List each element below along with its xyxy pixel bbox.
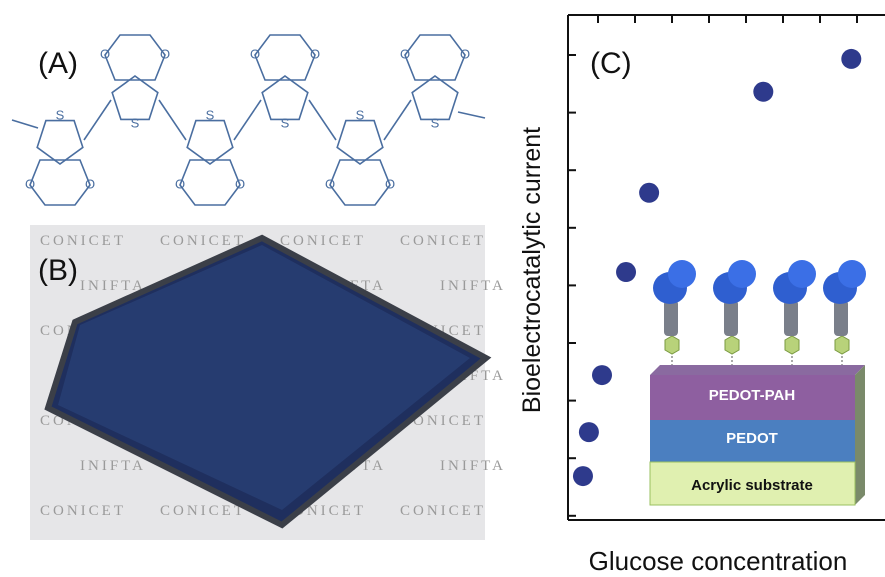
bond — [384, 100, 411, 140]
enzyme — [668, 260, 696, 288]
atom-label: O — [100, 46, 110, 61]
anchor — [665, 336, 679, 354]
panel-a-label: (A) — [38, 47, 78, 80]
atom-label: S — [356, 107, 365, 122]
layer-side — [855, 365, 865, 505]
atom-label: O — [85, 176, 95, 191]
enzyme — [788, 260, 816, 288]
layer-top — [650, 365, 865, 375]
point — [616, 262, 636, 282]
panel-b-label: (B) — [38, 254, 78, 287]
bond — [458, 112, 485, 118]
point — [573, 466, 593, 486]
anchor — [725, 336, 739, 354]
point — [592, 365, 612, 385]
point — [579, 422, 599, 442]
thiophene-ring — [187, 121, 233, 164]
atom-label: O — [460, 46, 470, 61]
dioxane-ring — [30, 160, 90, 205]
dioxane-ring — [330, 160, 390, 205]
atom-label: O — [235, 176, 245, 191]
atom-label: O — [160, 46, 170, 61]
layer-label: Acrylic substrate — [691, 477, 813, 494]
bond — [84, 100, 111, 140]
watermark: CONICET — [400, 503, 486, 519]
point — [841, 49, 861, 69]
antibody — [724, 300, 738, 336]
thiophene-ring — [112, 76, 158, 119]
bond — [309, 100, 336, 140]
bond — [234, 100, 261, 140]
watermark: CONICET — [400, 233, 486, 249]
watermark: CONICET — [160, 503, 246, 519]
watermark: INIFTA — [440, 278, 506, 294]
atom-label: S — [281, 115, 290, 130]
antibody — [664, 300, 678, 336]
atom-label: O — [310, 46, 320, 61]
atom-label: O — [385, 176, 395, 191]
x-axis-label: Glucose concentration — [589, 546, 848, 576]
enzyme — [838, 260, 866, 288]
atom-label: S — [431, 115, 440, 130]
thiophene-ring — [337, 121, 383, 164]
dioxane-ring — [105, 35, 165, 80]
page: CONICET CONICET CONICET CONICET INIFTA INIFTA… — [0, 0, 885, 577]
enzyme — [728, 260, 756, 288]
panel-c-label: (C) — [590, 47, 632, 80]
thiophene-ring — [262, 76, 308, 119]
atom-label: O — [400, 46, 410, 61]
atom-label: O — [25, 176, 35, 191]
watermark: INIFTA — [440, 458, 506, 474]
point — [639, 183, 659, 203]
atom-label: S — [56, 107, 65, 122]
thiophene-ring — [37, 121, 83, 164]
watermark: INIFTA — [80, 458, 146, 474]
layer-label: PEDOT-PAH — [709, 387, 795, 404]
atom-label: S — [206, 107, 215, 122]
atom-label: O — [250, 46, 260, 61]
inset: PEDOT-PAH PEDOT Acrylic substrate — [650, 260, 866, 505]
watermark: CONICET — [280, 233, 366, 249]
atom-label: O — [175, 176, 185, 191]
atom-label: S — [131, 115, 140, 130]
dioxane-ring — [255, 35, 315, 80]
watermark: CONICET — [40, 503, 126, 519]
point — [753, 82, 773, 102]
watermark: CONICET — [40, 233, 126, 249]
watermark: CONICET — [160, 233, 246, 249]
layer-label: PEDOT — [726, 430, 778, 447]
dioxane-ring — [180, 160, 240, 205]
chemical-structure — [12, 35, 485, 205]
anchor — [835, 336, 849, 354]
thiophene-ring — [412, 76, 458, 119]
antibody — [784, 300, 798, 336]
anchor — [785, 336, 799, 354]
antibody — [834, 300, 848, 336]
atom-label: O — [325, 176, 335, 191]
bond — [159, 100, 186, 140]
y-axis-label: Bioelectrocatalytic current — [518, 127, 546, 413]
dioxane-ring — [405, 35, 465, 80]
figure: CONICET CONICET CONICET CONICET INIFTA INIFTA… — [0, 0, 885, 577]
bond — [12, 120, 38, 128]
